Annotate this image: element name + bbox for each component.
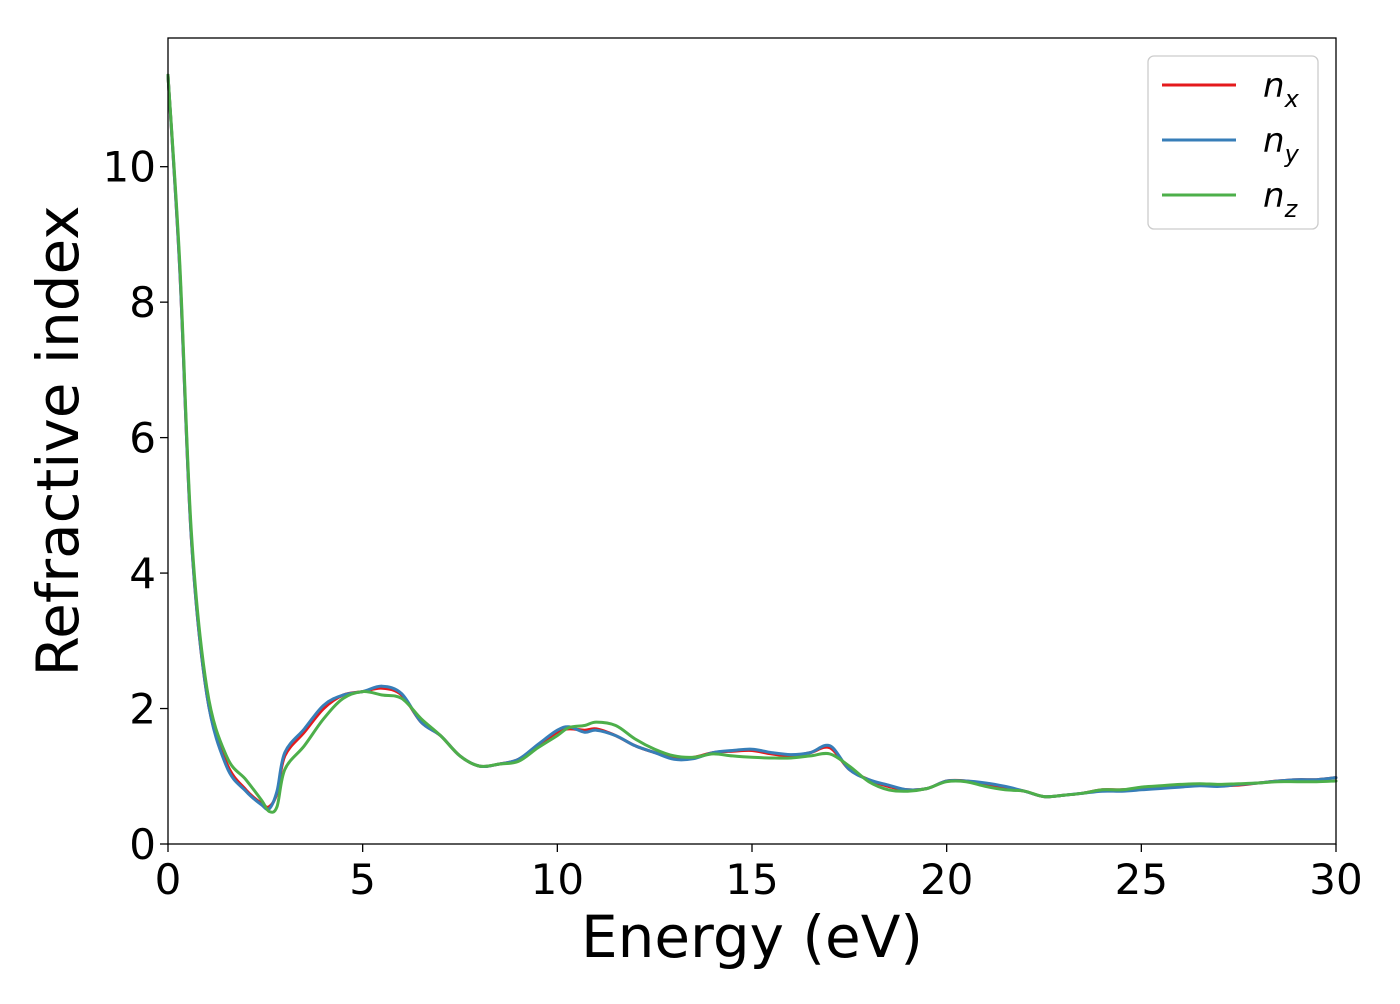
axes-layer: 0 5 10 15 20 25 30 0 2 4 6 8 10 — [103, 37, 1363, 904]
x-tick-label: 30 — [1309, 855, 1362, 904]
x-tick-label: 5 — [349, 855, 376, 904]
y-tick-label: 0 — [129, 820, 156, 869]
x-tick-label: 20 — [920, 855, 973, 904]
y-tick-label: 2 — [129, 685, 156, 734]
x-axis-title: Energy (eV) — [581, 903, 923, 971]
y-tick-label: 10 — [103, 143, 156, 192]
series-line-z — [166, 73, 1338, 814]
y-tick-label: 8 — [129, 278, 156, 327]
y-tick-label: 6 — [129, 414, 156, 463]
x-tick-label: 15 — [725, 855, 778, 904]
series-layer — [166, 73, 1338, 814]
x-tick-label: 0 — [155, 855, 182, 904]
x-tick-label: 25 — [1115, 855, 1168, 904]
y-axis-title: Refractive index — [24, 205, 92, 676]
x-tick-label: 10 — [531, 855, 584, 904]
y-tick-label: 4 — [129, 549, 156, 598]
legend-box — [1147, 55, 1319, 230]
